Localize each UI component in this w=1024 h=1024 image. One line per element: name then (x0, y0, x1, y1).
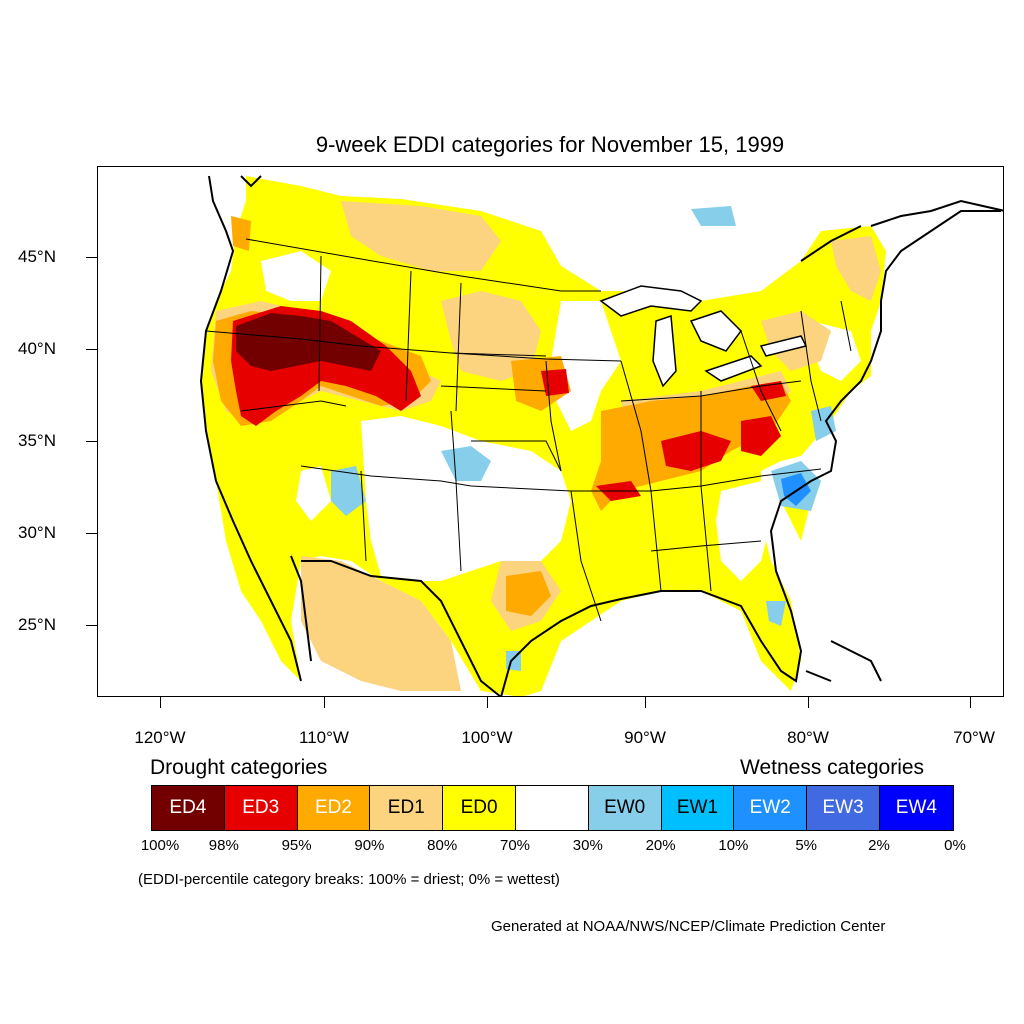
state-borders (205, 238, 852, 622)
break-label: 80% (427, 837, 458, 854)
lon-tick (808, 697, 809, 708)
map-title: 9-week EDDI categories for November 15, … (315, 132, 785, 157)
break-label: 90% (354, 837, 385, 854)
lat-tick (86, 257, 97, 258)
ed4-region (236, 313, 381, 371)
lon-tick (970, 697, 971, 708)
legend-cell-ed1: ED1 (370, 786, 444, 830)
lon-label-120: 120°W (134, 728, 186, 747)
lat-tick (86, 349, 97, 350)
lon-label-90: 90°W (624, 728, 666, 747)
lat-label-35: 35°N (18, 431, 56, 450)
break-label: 95% (281, 837, 312, 854)
lat-tick (86, 441, 97, 442)
wetness-heading: Wetness categories (740, 756, 925, 779)
coastlines (199, 175, 1003, 696)
legend-cell-ed4: ED4 (152, 786, 225, 830)
lat-label-40: 40°N (18, 339, 56, 358)
lat-tick (86, 625, 97, 626)
break-label: 70% (499, 837, 531, 854)
credit-line: Generated at NOAA/NWS/NCEP/Climate Predi… (491, 918, 886, 935)
legend-cell-ed3: ED3 (224, 786, 298, 830)
legend-cell-ew4: EW4 (879, 786, 953, 830)
legend-cell-normal (515, 786, 589, 830)
break-label: 0% (944, 837, 966, 854)
break-label: 2% (868, 837, 890, 854)
lat-label-45: 45°N (18, 247, 56, 266)
break-label: 30% (572, 837, 603, 854)
lat-label-30: 30°N (18, 523, 56, 542)
lon-label-70: 70°W (953, 728, 995, 747)
legend-cell-ed2: ED2 (297, 786, 371, 830)
legend-cell-ew1: EW1 (661, 786, 735, 830)
legend-cell-ew0: EW0 (588, 786, 662, 830)
lon-tick (160, 697, 161, 708)
drought-heading: Drought categories (150, 756, 328, 779)
lon-tick (324, 697, 325, 708)
break-note: (EDDI-percentile category breaks: 100% =… (138, 871, 560, 888)
legend-cell-ew3: EW3 (807, 786, 880, 830)
legend-cell-ed0: ED0 (443, 786, 516, 830)
lat-label-25: 25°N (18, 615, 56, 634)
lon-label-80: 80°W (787, 728, 829, 747)
lon-label-100: 100°W (461, 728, 513, 747)
break-label: 5% (795, 837, 818, 854)
break-label: 98% (208, 837, 239, 854)
coastal-detail (805, 640, 882, 682)
legend-cell-ew2: EW2 (734, 786, 808, 830)
map-panel (97, 166, 1004, 697)
great-lakes (599, 285, 808, 388)
category-legend: ED4 ED3 ED2 ED1 ED0 EW0 EW1 EW2 EW3 EW4 (151, 785, 954, 831)
conus-map (199, 175, 1003, 696)
lon-label-110: 110°W (299, 728, 349, 747)
normal-region (261, 251, 861, 581)
break-label: 20% (645, 837, 676, 854)
lat-tick (86, 533, 97, 534)
break-label: 100% (140, 837, 180, 854)
break-label: 10% (718, 837, 749, 854)
lon-tick (487, 697, 488, 708)
lon-tick (645, 697, 646, 708)
